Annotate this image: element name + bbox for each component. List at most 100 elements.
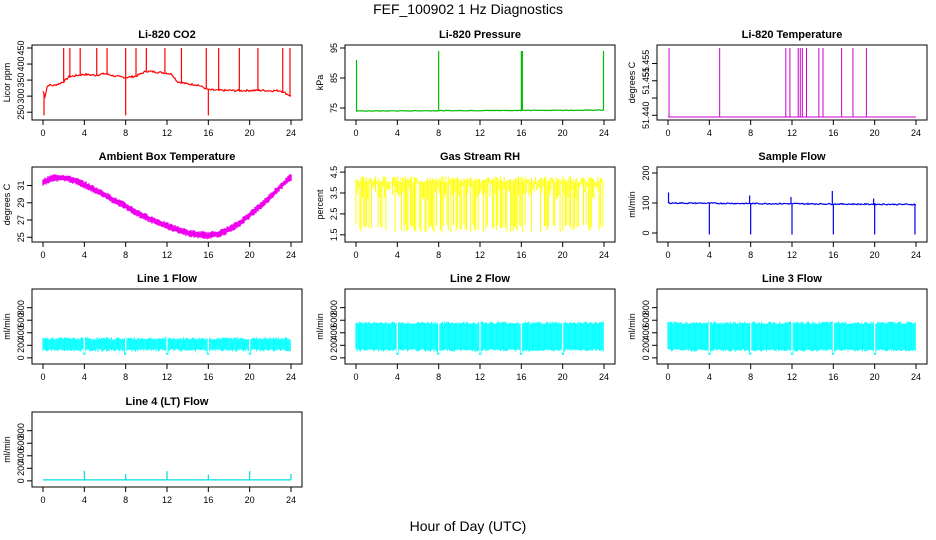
line-2-flow-y-tick-label: 0 xyxy=(329,355,339,360)
line-1-flow-x-tick-label: 8 xyxy=(123,372,128,382)
li-820-pressure-y-tick-label: 95 xyxy=(329,43,339,53)
line-4-lt-flow-x-tick-label: 4 xyxy=(82,495,87,505)
li-820-temperature-x-tick-label: 4 xyxy=(707,128,712,138)
gas-stream-rh-x-tick-label: 16 xyxy=(516,250,526,260)
li-820-temperature-x-tick-label: 0 xyxy=(665,128,670,138)
line-3-flow-panel: Line 3 Flow ml/min 0 4 8 12 16 20 24 0 20040060080… xyxy=(627,273,928,382)
gas-stream-rh-x-tick-label: 8 xyxy=(436,250,441,260)
li-820-co2-x-tick-label: 4 xyxy=(82,128,87,138)
ambient-box-temperature-x-tick-label: 16 xyxy=(203,250,213,260)
line-2-flow-x-tick-label: 20 xyxy=(558,372,568,382)
line-2-flow-x-tick-label: 12 xyxy=(475,372,485,382)
sample-flow-panel: Sample Flow ml/min 0 4 8 12 16 20 24 0 100 200 xyxy=(627,151,928,260)
li-820-temperature-plot-frame xyxy=(656,44,928,121)
line-4-lt-flow-x-tick-label: 0 xyxy=(40,495,45,505)
ambient-box-temperature-x-tick-label: 20 xyxy=(245,250,255,260)
ambient-box-temperature-panel: Ambient Box Temperature degrees C 0 4 8 12 16 2… xyxy=(2,151,303,260)
line-3-flow-y-axis-label: ml/min xyxy=(627,313,637,340)
ambient-box-temperature-x-tick-label: 8 xyxy=(123,250,128,260)
li-820-pressure-plot-frame xyxy=(344,44,616,121)
li-820-pressure-series-line xyxy=(355,109,605,112)
line-4-lt-flow-x-tick-label: 8 xyxy=(123,495,128,505)
li-820-pressure-y-axis-label: kPa xyxy=(315,75,325,91)
sample-flow-x-tick-label: 4 xyxy=(707,250,712,260)
line-4-lt-flow-y-tick-label: 200 xyxy=(16,461,26,476)
ambient-box-temperature-title: Ambient Box Temperature xyxy=(99,151,236,163)
line-4-lt-flow-y-tick-label: 0 xyxy=(16,478,26,483)
li-820-co2-series-line xyxy=(42,70,292,100)
line-2-flow-y-tick-label: 800 xyxy=(329,300,339,315)
gas-stream-rh-y-tick-label: 4.5 xyxy=(329,166,339,179)
line-1-flow-y-tick-label: 600 xyxy=(16,313,26,328)
li-820-temperature-panel: Li-820 Temperature degrees C 0 4 8 12 16 20 24 51… xyxy=(627,29,928,138)
gas-stream-rh-y-axis-label: percent xyxy=(315,189,325,220)
line-4-lt-flow-x-tick-label: 12 xyxy=(162,495,172,505)
gas-stream-rh-x-tick-label: 12 xyxy=(475,250,485,260)
line-1-flow-y-axis-label: ml/min xyxy=(2,313,12,340)
line-3-flow-title: Line 3 Flow xyxy=(762,273,822,285)
ambient-box-temperature-y-axis-label: degrees C xyxy=(2,183,12,225)
line-2-flow-x-tick-label: 8 xyxy=(436,372,441,382)
li-820-temperature-x-tick-label: 8 xyxy=(748,128,753,138)
ambient-box-temperature-y-tick-label: 27 xyxy=(16,215,26,225)
line-3-flow-x-tick-label: 12 xyxy=(787,372,797,382)
li-820-pressure-x-tick-label: 8 xyxy=(436,128,441,138)
line-4-lt-flow-x-tick-label: 16 xyxy=(203,495,213,505)
gas-stream-rh-x-tick-label: 24 xyxy=(599,250,609,260)
li-820-pressure-x-tick-label: 16 xyxy=(516,128,526,138)
line-4-lt-flow-y-axis-label: ml/min xyxy=(2,436,12,463)
sample-flow-x-tick-label: 24 xyxy=(911,250,921,260)
line-1-flow-x-tick-label: 24 xyxy=(286,372,296,382)
li-820-temperature-x-tick-label: 20 xyxy=(870,128,880,138)
li-820-temperature-y-tick-label: 51.440 xyxy=(641,102,651,130)
li-820-temperature-y-tick-label: 51.455 xyxy=(641,67,651,95)
line-1-flow-x-tick-label: 20 xyxy=(245,372,255,382)
li-820-temperature-x-tick-label: 16 xyxy=(828,128,838,138)
line-1-flow-x-tick-label: 12 xyxy=(162,372,172,382)
li-820-pressure-panel: Li-820 Pressure kPa 0 4 8 12 16 20 24 75 85 95 xyxy=(315,29,616,138)
line-2-flow-x-tick-label: 16 xyxy=(516,372,526,382)
li-820-co2-title: Li-820 CO2 xyxy=(138,29,195,41)
line-3-flow-y-tick-label: 600 xyxy=(641,313,651,328)
sample-flow-y-tick-label: 100 xyxy=(641,195,651,210)
li-820-temperature-y-axis-label: degrees C xyxy=(627,61,637,103)
line-3-flow-x-tick-label: 24 xyxy=(911,372,921,382)
li-820-pressure-y-tick-label: 85 xyxy=(329,73,339,83)
figure-x-axis-label: Hour of Day (UTC) xyxy=(409,518,527,534)
sample-flow-title: Sample Flow xyxy=(758,151,826,163)
li-820-pressure-y-tick-label: 75 xyxy=(329,103,339,113)
ambient-box-temperature-y-tick-label: 31 xyxy=(16,181,26,191)
line-2-flow-x-tick-label: 4 xyxy=(395,372,400,382)
li-820-co2-y-tick-label: 400 xyxy=(16,57,26,72)
line-1-flow-y-tick-label: 400 xyxy=(16,325,26,340)
gas-stream-rh-series-band xyxy=(355,176,604,233)
line-1-flow-x-tick-label: 16 xyxy=(203,372,213,382)
line-4-lt-flow-x-tick-label: 24 xyxy=(286,495,296,505)
sample-flow-y-axis-label: ml/min xyxy=(627,191,637,218)
li-820-temperature-title: Li-820 Temperature xyxy=(742,29,843,41)
line-2-flow-x-tick-label: 24 xyxy=(599,372,609,382)
line-1-flow-y-tick-label: 800 xyxy=(16,300,26,315)
li-820-pressure-x-tick-label: 12 xyxy=(475,128,485,138)
sample-flow-x-tick-label: 20 xyxy=(870,250,880,260)
line-3-flow-x-tick-label: 4 xyxy=(707,372,712,382)
line-3-flow-y-tick-label: 800 xyxy=(641,300,651,315)
sample-flow-x-tick-label: 0 xyxy=(665,250,670,260)
li-820-co2-x-tick-label: 24 xyxy=(286,128,296,138)
li-820-temperature-x-tick-label: 12 xyxy=(787,128,797,138)
line-2-flow-y-tick-label: 600 xyxy=(329,313,339,328)
line-1-flow-x-tick-label: 4 xyxy=(82,372,87,382)
gas-stream-rh-y-tick-label: 3.5 xyxy=(329,187,339,200)
ambient-box-temperature-x-tick-label: 24 xyxy=(286,250,296,260)
ambient-box-temperature-y-tick-label: 29 xyxy=(16,198,26,208)
line-1-flow-panel: Line 1 Flow ml/min 0 4 8 12 16 20 24 0 20040060080… xyxy=(2,273,303,382)
li-820-co2-y-tick-label: 250 xyxy=(16,105,26,120)
line-2-flow-title: Line 2 Flow xyxy=(450,273,510,285)
line-4-lt-flow-x-tick-label: 20 xyxy=(245,495,255,505)
li-820-co2-x-tick-label: 8 xyxy=(123,128,128,138)
line-4-lt-flow-y-tick-label: 800 xyxy=(16,423,26,438)
line-4-lt-flow-title: Line 4 (LT) Flow xyxy=(126,396,209,408)
ambient-box-temperature-series-band xyxy=(42,174,292,240)
